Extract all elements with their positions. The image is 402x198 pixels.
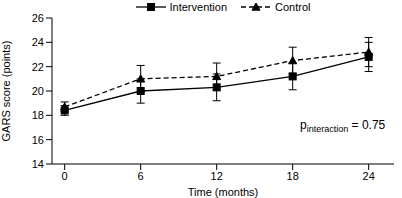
svg-text:18: 18 (287, 170, 299, 182)
svg-text:0: 0 (62, 170, 68, 182)
svg-text:16: 16 (32, 134, 44, 146)
svg-text:24: 24 (363, 170, 375, 182)
svg-text:6: 6 (138, 170, 144, 182)
svg-text:GARS score (points): GARS score (points) (8, 41, 12, 142)
svg-text:Time (months): Time (months) (188, 186, 259, 198)
html-text:pinteraction= 0.75: pinteraction= 0.75 (300, 118, 386, 135)
svg-text:18: 18 (32, 109, 44, 121)
svg-text:24: 24 (32, 36, 44, 48)
svg-text:26: 26 (32, 12, 44, 24)
svg-text:22: 22 (32, 61, 44, 73)
svg-text:12: 12 (211, 170, 223, 182)
html-text:Intervention: Intervention (169, 1, 227, 13)
html-text:Control: Control (275, 1, 311, 13)
svg-text:14: 14 (32, 158, 44, 170)
svg-text:20: 20 (32, 85, 44, 97)
